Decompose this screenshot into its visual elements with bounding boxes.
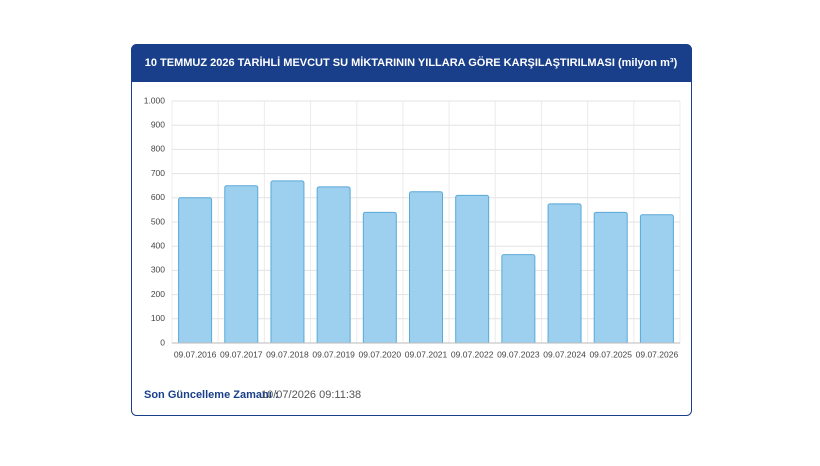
bar bbox=[455, 194, 490, 344]
x-tick-label: 09.07.2024 bbox=[543, 349, 586, 359]
y-tick-label: 100 bbox=[151, 313, 165, 323]
bar bbox=[178, 197, 213, 344]
y-tick-label: 900 bbox=[151, 119, 165, 129]
y-tick-label: 600 bbox=[151, 192, 165, 202]
y-tick-label: 500 bbox=[151, 216, 165, 226]
y-tick-label: 400 bbox=[151, 240, 165, 250]
y-tick-label: 0 bbox=[160, 337, 165, 347]
y-tick-label: 300 bbox=[151, 265, 165, 275]
card-header bbox=[131, 44, 692, 82]
y-tick-label: 800 bbox=[151, 144, 165, 154]
y-tick-label: 200 bbox=[151, 289, 165, 299]
footer-label: Son Güncelleme Zamanı : bbox=[144, 389, 278, 401]
bar bbox=[409, 191, 443, 344]
x-tick-label: 09.07.2021 bbox=[405, 349, 448, 359]
x-tick-label: 09.07.2025 bbox=[589, 349, 632, 359]
x-tick-label: 09.07.2016 bbox=[174, 349, 217, 359]
x-tick-label: 09.07.2022 bbox=[451, 349, 494, 359]
footer-value: 10/07/2026 09:11:38 bbox=[261, 389, 361, 401]
bar bbox=[224, 185, 259, 344]
bar bbox=[362, 211, 397, 344]
x-tick-label: 09.07.2017 bbox=[220, 349, 263, 359]
bar bbox=[639, 214, 674, 344]
x-tick-label: 09.07.2023 bbox=[497, 349, 540, 359]
x-tick-label: 09.07.2020 bbox=[359, 349, 402, 359]
x-tick-label: 09.07.2026 bbox=[636, 349, 679, 359]
bar bbox=[593, 211, 628, 344]
bar bbox=[501, 254, 536, 344]
y-tick-label: 700 bbox=[151, 168, 165, 178]
chart-title: 10 TEMMUZ 2026 TARİHLİ MEVCUT SU MİKTARI… bbox=[145, 56, 678, 69]
y-tick-label: 1.000 bbox=[144, 95, 166, 105]
bar bbox=[316, 186, 351, 344]
x-tick-label: 09.07.2019 bbox=[312, 349, 355, 359]
bar bbox=[270, 180, 305, 344]
x-tick-label: 09.07.2018 bbox=[266, 349, 309, 359]
bar bbox=[547, 203, 582, 344]
